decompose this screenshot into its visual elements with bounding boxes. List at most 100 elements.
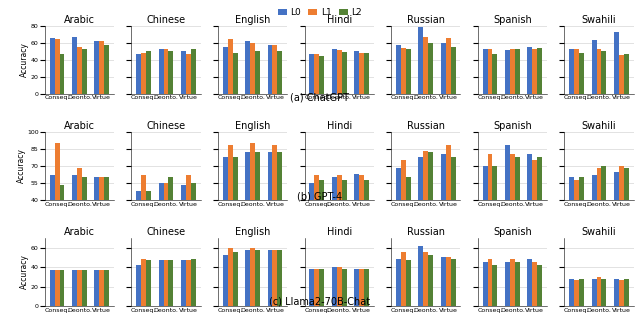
Bar [60,185,65,246]
Bar [250,143,255,246]
Bar [602,279,606,306]
Bar [223,256,228,306]
Bar [310,183,314,246]
Title: Spanish: Spanish [493,15,532,25]
Bar [493,166,497,246]
Bar [614,279,619,306]
Bar [99,270,104,306]
Bar [72,37,77,94]
Bar [223,47,228,94]
Bar [423,252,428,306]
Bar [146,51,151,94]
Bar [319,180,324,246]
Bar [574,180,579,246]
Bar [396,168,401,246]
Bar [54,270,60,306]
Bar [273,45,277,94]
Legend: L0, L1, L2: L0, L1, L2 [274,4,366,21]
Bar [359,175,364,246]
Bar [579,53,584,94]
Bar [273,145,277,246]
Title: Hindi: Hindi [326,15,352,25]
Bar [537,157,542,246]
Bar [619,56,624,94]
Bar [614,172,619,246]
Title: Chinese: Chinese [147,121,186,131]
Bar [342,180,347,246]
Bar [95,270,99,306]
Bar [50,38,54,94]
Bar [591,279,596,306]
Bar [441,257,445,306]
Bar [515,48,520,94]
Bar [569,49,574,94]
Bar [164,260,168,306]
Bar [602,51,606,94]
Bar [532,48,537,94]
Bar [602,166,606,246]
Bar [483,49,488,94]
Text: (a) ChatGPT: (a) ChatGPT [291,92,349,102]
Bar [515,262,520,306]
Bar [337,50,342,94]
Bar [354,51,359,94]
Bar [532,262,537,306]
Bar [54,143,60,246]
Title: Chinese: Chinese [147,227,186,237]
Bar [250,248,255,306]
Bar [60,270,65,306]
Bar [423,151,428,246]
Bar [537,48,542,94]
Bar [159,260,164,306]
Bar [186,260,191,306]
Bar [401,252,406,306]
Bar [77,168,82,246]
Bar [354,174,359,246]
Bar [332,177,337,246]
Bar [255,152,260,246]
Bar [342,269,347,306]
Bar [483,262,488,306]
Bar [223,157,228,246]
Bar [181,185,186,246]
Bar [273,249,277,306]
Bar [319,56,324,94]
Bar [245,152,250,246]
Bar [310,54,314,94]
Bar [401,48,406,94]
Bar [423,37,428,94]
Bar [359,53,364,94]
Bar [441,154,445,246]
Bar [505,145,510,246]
Title: Chinese: Chinese [147,15,186,25]
Bar [233,157,237,246]
Bar [146,260,151,306]
Bar [233,252,237,306]
Bar [77,270,82,306]
Bar [95,41,99,94]
Title: Spanish: Spanish [493,227,532,237]
Bar [141,175,146,246]
Bar [483,166,488,246]
Bar [419,157,423,246]
Bar [451,47,456,94]
Bar [77,47,82,94]
Bar [364,180,369,246]
Bar [428,152,433,246]
Bar [537,265,542,306]
Title: Russian: Russian [407,15,445,25]
Bar [228,145,233,246]
Bar [624,54,628,94]
Bar [579,177,584,246]
Title: Russian: Russian [407,121,445,131]
Bar [488,259,493,306]
Bar [50,175,54,246]
Bar [359,269,364,306]
Bar [488,154,493,246]
Bar [186,175,191,246]
Bar [181,260,186,306]
Bar [337,267,342,306]
Bar [401,160,406,246]
Bar [510,154,515,246]
Bar [451,259,456,306]
